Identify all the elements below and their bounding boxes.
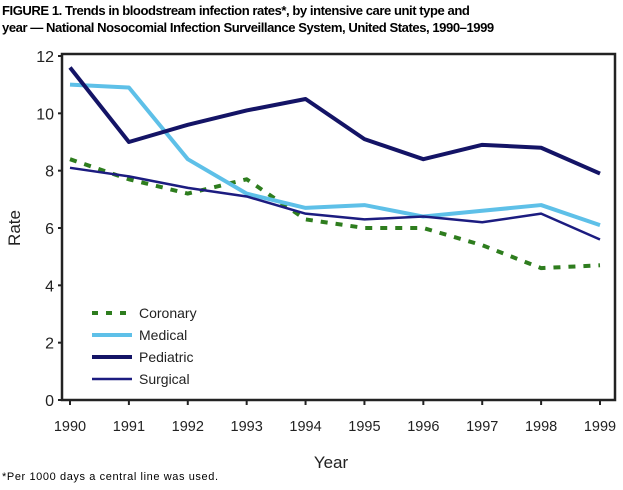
y-tick-label: 6 bbox=[45, 221, 54, 238]
legend-item-pediatric: Pediatric bbox=[92, 349, 193, 365]
y-axis-label: Rate bbox=[5, 210, 24, 246]
legend-label: Pediatric bbox=[139, 349, 193, 365]
legend-label: Coronary bbox=[139, 305, 197, 321]
legend-item-medical: Medical bbox=[92, 327, 187, 343]
legend-label: Medical bbox=[139, 327, 187, 343]
title-line-1: FIGURE 1. Trends in bloodstream infectio… bbox=[2, 3, 470, 18]
x-tick-label: 1999 bbox=[584, 419, 616, 435]
y-tick-label: 0 bbox=[45, 393, 54, 410]
x-tick-label: 1996 bbox=[407, 419, 439, 435]
x-tick-label: 1993 bbox=[231, 419, 263, 435]
series-line-surgical bbox=[69, 166, 601, 241]
y-tick-label: 4 bbox=[45, 278, 54, 295]
x-tick-label: 1994 bbox=[289, 419, 321, 435]
y-tick-label: 8 bbox=[45, 164, 54, 181]
legend-item-surgical: Surgical bbox=[92, 371, 190, 387]
legend-item-coronary: Coronary bbox=[92, 305, 197, 321]
y-tick-label: 12 bbox=[36, 49, 54, 66]
x-tick-label: 1997 bbox=[466, 419, 498, 435]
legend-label: Surgical bbox=[139, 371, 190, 387]
title-line-2: year — National Nosocomial Infection Sur… bbox=[2, 20, 494, 35]
series-line-medical bbox=[69, 82, 601, 228]
footnote: *Per 1000 days a central line was used. bbox=[2, 471, 219, 483]
x-tick-label: 1995 bbox=[348, 419, 380, 435]
series-line-coronary bbox=[69, 157, 601, 271]
x-tick-label: 1998 bbox=[525, 419, 557, 435]
y-tick-label: 2 bbox=[45, 336, 54, 353]
x-axis-label: Year bbox=[314, 453, 349, 472]
x-tick-label: 1991 bbox=[113, 419, 145, 435]
x-tick-label: 1992 bbox=[172, 419, 204, 435]
series-line-pediatric bbox=[68, 66, 601, 176]
x-tick-label: 1990 bbox=[54, 419, 86, 435]
figure-title: FIGURE 1. Trends in bloodstream infectio… bbox=[2, 2, 616, 36]
y-tick-label: 10 bbox=[36, 106, 54, 123]
